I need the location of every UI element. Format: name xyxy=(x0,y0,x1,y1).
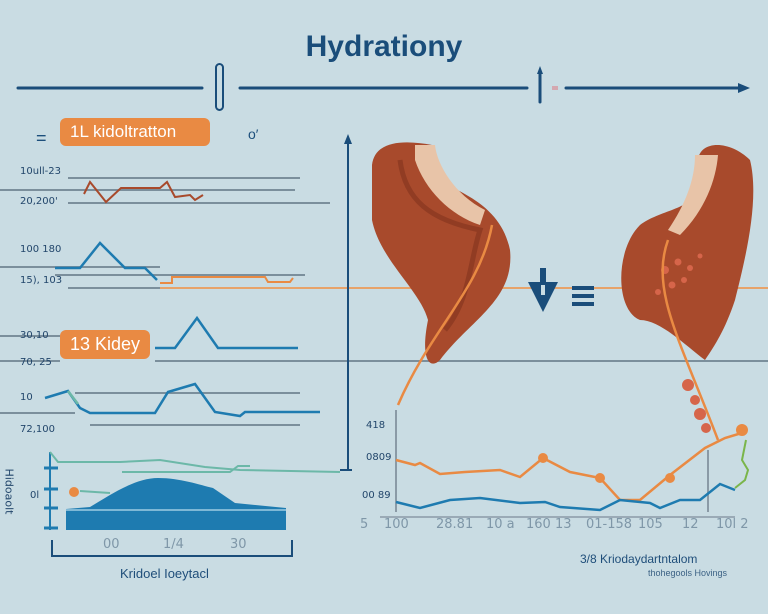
tick-label: 100 180 xyxy=(20,244,62,255)
x-tick: 28.81 xyxy=(436,517,474,532)
tick-label: 70, 25 xyxy=(20,357,52,368)
x-tick: 12 xyxy=(682,517,699,532)
tick-label: 10ull-23 xyxy=(20,166,61,177)
kidney-right-illustration xyxy=(621,145,754,441)
y-tick: 418 xyxy=(366,420,386,431)
drop-funnel-icon xyxy=(528,268,558,312)
eye-icon: o′ xyxy=(248,126,259,142)
label-kidoltratton: 1L kidoltratton xyxy=(60,118,210,146)
x-tick: 160 13 xyxy=(526,517,572,532)
x-tick: 100 xyxy=(384,517,409,532)
area-y-sub: 0l xyxy=(30,490,40,501)
kidney-left-illustration xyxy=(372,142,511,406)
x-tick: 105 xyxy=(638,517,663,532)
tick-label: 30,10 xyxy=(20,330,49,341)
footer-title: 3/8 Kriodaydartntalom xyxy=(580,552,698,566)
y-tick: 00 89 xyxy=(362,490,391,501)
top-axis xyxy=(16,63,742,111)
x-tick: 10l 2 xyxy=(716,517,749,532)
x-tick: 01-158 xyxy=(586,517,633,532)
x-tick: 5 xyxy=(360,517,369,532)
footer-subtitle: thohegools Hovings xyxy=(648,568,728,578)
x-tick: 10 a xyxy=(486,517,515,532)
label-kidey: 13 Kidey xyxy=(60,330,151,359)
y-tick: 0809 xyxy=(366,452,392,463)
area-x-tick: 1/4 xyxy=(163,537,184,552)
tick-label: 72,100 xyxy=(20,424,55,435)
tick-label: 15), 103 xyxy=(20,275,63,286)
area-x-tick: 00 xyxy=(103,537,120,552)
tick-label: 20,200' xyxy=(20,196,58,207)
equals-icon xyxy=(572,286,594,306)
equals-prefix: = xyxy=(36,128,47,148)
area-x-tick: 30 xyxy=(230,537,247,552)
page-title: Hydrationy xyxy=(305,30,463,63)
area-x-title: Kridoel Ioeytacl xyxy=(120,566,209,581)
tick-label: 10 xyxy=(20,392,33,403)
area-y-label: Hidoaolt xyxy=(2,468,16,515)
